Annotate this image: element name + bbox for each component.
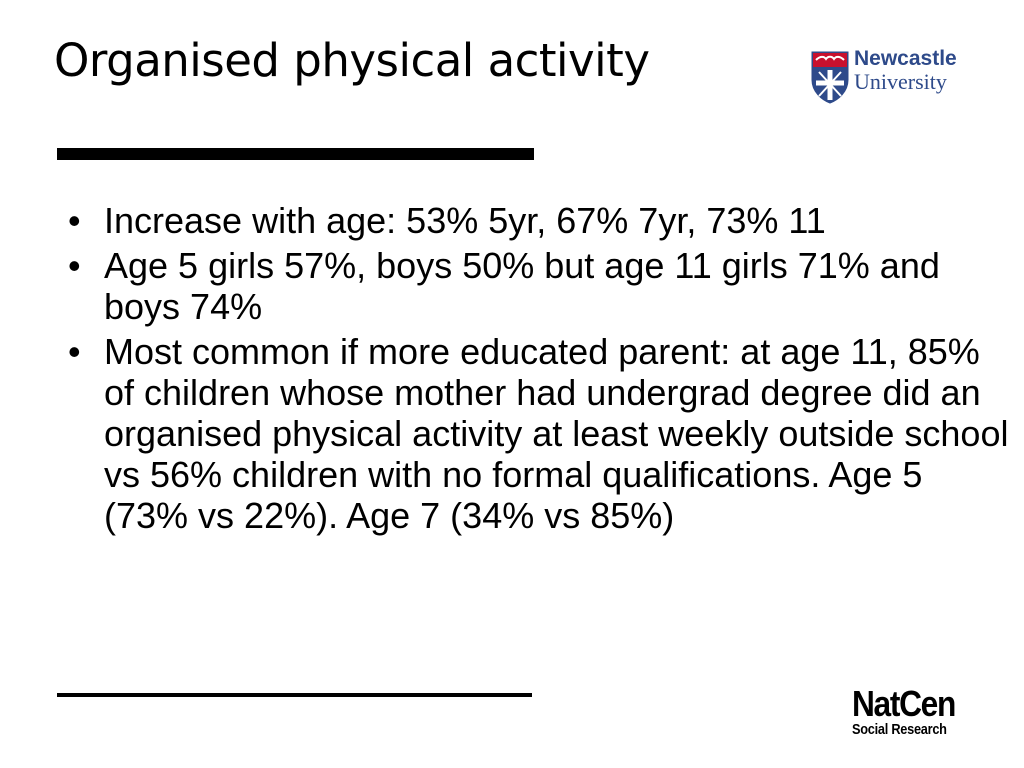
natcen-logo-subtitle: Social Research [852,721,947,738]
natcen-logo-name: NatCen [852,683,956,724]
bullet-text: Age 5 girls 57%, boys 50% but age 11 gir… [104,245,940,327]
slide-title: Organised physical activity [54,34,650,87]
newcastle-logo-line1: Newcastle [854,47,957,70]
bullet-item: • Increase with age: 53% 5yr, 67% 7yr, 7… [60,200,1016,241]
bullet-marker: • [68,331,81,372]
bullet-text: Most common if more educated parent: at … [104,331,1009,536]
newcastle-logo-line2: University [854,69,947,94]
university-crest-icon [811,51,849,104]
footer-divider [57,693,532,697]
title-underline [57,148,534,160]
newcastle-university-logo: Newcastle University [810,46,972,104]
bullet-item: • Most common if more educated parent: a… [60,331,1016,536]
bullet-marker: • [68,245,81,286]
bullet-item: • Age 5 girls 57%, boys 50% but age 11 g… [60,245,1016,327]
bullet-text: Increase with age: 53% 5yr, 67% 7yr, 73%… [104,200,826,241]
bullet-marker: • [68,200,81,241]
bullet-list: • Increase with age: 53% 5yr, 67% 7yr, 7… [60,200,1016,540]
natcen-logo: NatCen Social Research [852,686,972,738]
